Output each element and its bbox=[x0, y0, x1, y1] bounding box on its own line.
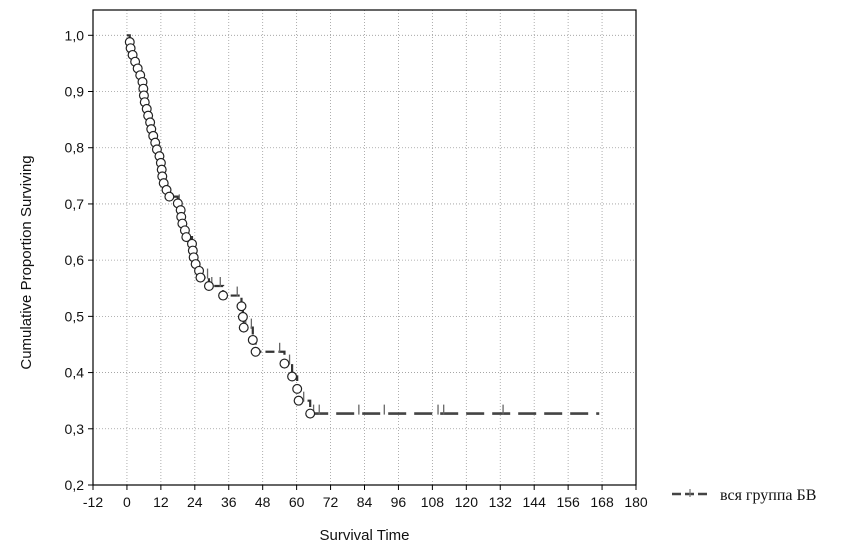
y-tick-label: 0,7 bbox=[65, 196, 85, 212]
event-point bbox=[236, 301, 247, 312]
x-tick-label: 180 bbox=[624, 494, 648, 510]
event-point bbox=[195, 272, 206, 283]
x-tick-label: 168 bbox=[590, 494, 614, 510]
x-tick-label: 60 bbox=[289, 494, 305, 510]
x-axis-title: Survival Time bbox=[319, 527, 409, 544]
event-point bbox=[164, 191, 175, 202]
event-point bbox=[250, 346, 261, 357]
event-point bbox=[287, 371, 298, 382]
x-tick-label: -12 bbox=[83, 494, 103, 510]
x-tick-label: 24 bbox=[187, 494, 203, 510]
y-tick-label: 1,0 bbox=[65, 27, 85, 43]
grid-lines bbox=[93, 10, 636, 485]
event-point bbox=[279, 358, 290, 369]
x-tick-label: 12 bbox=[153, 494, 169, 510]
x-tick-label: 36 bbox=[221, 494, 237, 510]
event-point bbox=[292, 383, 303, 394]
x-tick-label: 84 bbox=[357, 494, 373, 510]
x-tick-label: 144 bbox=[523, 494, 547, 510]
event-point bbox=[237, 311, 248, 322]
x-tick-label: 72 bbox=[323, 494, 339, 510]
y-tick-label: 0,2 bbox=[65, 477, 85, 493]
legend-label: вся группа БВ bbox=[720, 487, 816, 504]
legend: вся группа БВ bbox=[672, 487, 816, 504]
event-point bbox=[293, 395, 304, 406]
x-tick-label: 120 bbox=[455, 494, 479, 510]
y-tick-label: 0,4 bbox=[65, 365, 85, 381]
y-tick-label: 0,8 bbox=[65, 140, 85, 156]
plot-area bbox=[124, 34, 600, 419]
y-tick-label: 0,3 bbox=[65, 421, 85, 437]
y-tick-label: 0,5 bbox=[65, 308, 85, 324]
x-tick-label: 132 bbox=[489, 494, 513, 510]
event-point bbox=[218, 290, 229, 301]
x-tick-label: 0 bbox=[123, 494, 131, 510]
event-point bbox=[305, 408, 316, 419]
x-tick-label: 156 bbox=[556, 494, 580, 510]
x-tick-label: 96 bbox=[391, 494, 407, 510]
y-tick-label: 0,6 bbox=[65, 252, 85, 268]
event-point bbox=[203, 281, 214, 292]
event-point bbox=[238, 322, 249, 333]
event-point bbox=[181, 232, 192, 243]
survival-curve bbox=[126, 34, 312, 414]
event-point bbox=[247, 334, 258, 345]
y-axis-title: Cumulative Proportion Surviving bbox=[18, 155, 35, 369]
axes: -12 0 12 24 36 48 60 72 84 96 108 120 132 144 156 168 18… bbox=[65, 9, 648, 510]
y-tick-label: 0,9 bbox=[65, 84, 85, 100]
x-tick-label: 48 bbox=[255, 494, 271, 510]
x-tick-label: 108 bbox=[421, 494, 445, 510]
